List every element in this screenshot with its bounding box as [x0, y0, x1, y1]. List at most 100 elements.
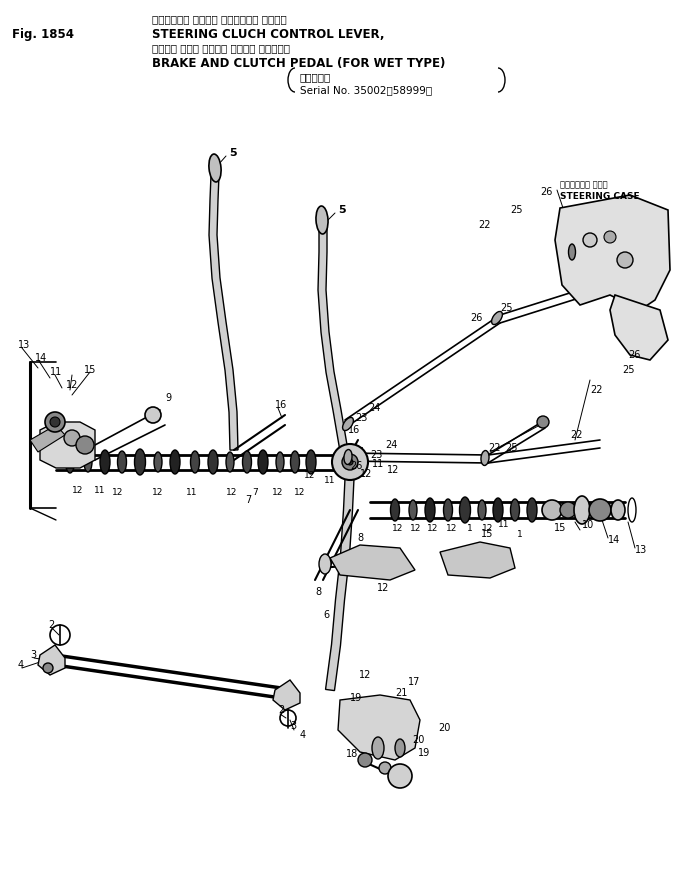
- Text: 22: 22: [478, 220, 491, 230]
- Text: 25: 25: [500, 303, 513, 313]
- Ellipse shape: [492, 312, 502, 324]
- Circle shape: [145, 407, 161, 423]
- Text: 2: 2: [48, 620, 54, 630]
- Ellipse shape: [344, 450, 352, 464]
- Ellipse shape: [390, 499, 400, 521]
- Circle shape: [50, 417, 60, 427]
- Ellipse shape: [170, 450, 180, 474]
- Text: ステアリング クラッチ コントロール レバー、: ステアリング クラッチ コントロール レバー、: [152, 14, 286, 24]
- Ellipse shape: [316, 206, 328, 234]
- Text: 12: 12: [112, 487, 124, 496]
- Text: ブレーキ および クラッチ ペダル　 湿　式　用: ブレーキ および クラッチ ペダル 湿 式 用: [152, 43, 290, 53]
- Circle shape: [43, 663, 53, 673]
- Ellipse shape: [493, 498, 503, 522]
- Ellipse shape: [319, 554, 331, 574]
- Ellipse shape: [291, 451, 300, 473]
- Text: 12: 12: [447, 524, 458, 533]
- Ellipse shape: [569, 244, 576, 260]
- Text: 25: 25: [622, 365, 635, 375]
- Polygon shape: [440, 542, 515, 578]
- Ellipse shape: [226, 452, 234, 472]
- Text: STEERING CASE: STEERING CASE: [560, 192, 640, 200]
- Text: 25: 25: [505, 443, 517, 453]
- Text: 26: 26: [471, 313, 483, 323]
- Text: 20: 20: [438, 723, 451, 733]
- Text: 4: 4: [300, 730, 306, 740]
- Text: 7: 7: [252, 487, 258, 496]
- Circle shape: [589, 499, 611, 521]
- Circle shape: [560, 502, 576, 518]
- Ellipse shape: [209, 154, 221, 182]
- Text: 13: 13: [635, 545, 647, 555]
- Text: 14: 14: [608, 535, 620, 545]
- Text: 22: 22: [488, 443, 501, 453]
- Text: 12: 12: [410, 524, 422, 533]
- Ellipse shape: [611, 500, 625, 520]
- Text: 11: 11: [372, 459, 384, 469]
- Text: 26: 26: [350, 461, 362, 471]
- Text: 22: 22: [590, 385, 602, 395]
- Text: 12: 12: [427, 524, 439, 533]
- Text: 15: 15: [481, 529, 493, 539]
- Text: 1: 1: [467, 524, 473, 533]
- Text: 12: 12: [360, 469, 372, 479]
- Text: 12: 12: [66, 380, 78, 390]
- Text: 15: 15: [554, 523, 566, 533]
- Text: 11: 11: [50, 367, 63, 377]
- Circle shape: [332, 444, 368, 480]
- Ellipse shape: [258, 450, 268, 474]
- Polygon shape: [318, 226, 350, 466]
- Text: 17: 17: [408, 677, 420, 687]
- Text: Fig. 1854: Fig. 1854: [12, 28, 74, 41]
- Ellipse shape: [481, 451, 489, 465]
- Polygon shape: [338, 695, 420, 760]
- Text: 3: 3: [290, 721, 296, 731]
- Circle shape: [604, 231, 616, 243]
- Text: ステアリング ケース: ステアリング ケース: [560, 181, 607, 190]
- Circle shape: [379, 762, 391, 774]
- Text: 22: 22: [570, 430, 583, 440]
- Ellipse shape: [460, 497, 471, 523]
- Ellipse shape: [65, 451, 74, 473]
- Circle shape: [358, 753, 372, 767]
- Ellipse shape: [117, 451, 126, 473]
- Text: 16: 16: [275, 400, 287, 410]
- Text: 12: 12: [392, 524, 404, 533]
- Text: 12: 12: [272, 487, 284, 496]
- Text: 20: 20: [412, 735, 425, 745]
- Polygon shape: [555, 195, 670, 310]
- Text: 12: 12: [153, 487, 164, 496]
- Polygon shape: [209, 175, 238, 450]
- Circle shape: [76, 436, 94, 454]
- Circle shape: [342, 454, 358, 470]
- Text: 24: 24: [385, 440, 397, 450]
- Text: 5: 5: [338, 205, 346, 215]
- Text: 8: 8: [315, 587, 321, 597]
- Text: 3: 3: [30, 650, 36, 660]
- Text: 15: 15: [84, 365, 96, 375]
- Text: 6: 6: [324, 610, 330, 620]
- Ellipse shape: [425, 498, 435, 522]
- Circle shape: [388, 764, 412, 788]
- Ellipse shape: [527, 498, 537, 522]
- Text: 21: 21: [395, 688, 407, 698]
- Circle shape: [347, 459, 353, 465]
- Ellipse shape: [100, 450, 110, 474]
- Polygon shape: [38, 645, 65, 675]
- Text: 4: 4: [18, 660, 24, 670]
- Text: BRAKE AND CLUTCH PEDAL (FOR WET TYPE): BRAKE AND CLUTCH PEDAL (FOR WET TYPE): [152, 57, 445, 70]
- Text: 26: 26: [540, 187, 552, 197]
- Ellipse shape: [574, 496, 590, 524]
- Ellipse shape: [510, 499, 519, 521]
- Text: （適用号機: （適用号機: [300, 72, 331, 82]
- Text: 14: 14: [35, 353, 47, 363]
- Text: 12: 12: [482, 524, 494, 533]
- Text: 12: 12: [359, 670, 371, 680]
- Polygon shape: [330, 545, 415, 580]
- Ellipse shape: [208, 450, 218, 474]
- Ellipse shape: [243, 451, 251, 473]
- Circle shape: [583, 233, 597, 247]
- Text: 11: 11: [186, 487, 198, 496]
- Circle shape: [64, 430, 80, 446]
- Text: 11: 11: [498, 519, 510, 528]
